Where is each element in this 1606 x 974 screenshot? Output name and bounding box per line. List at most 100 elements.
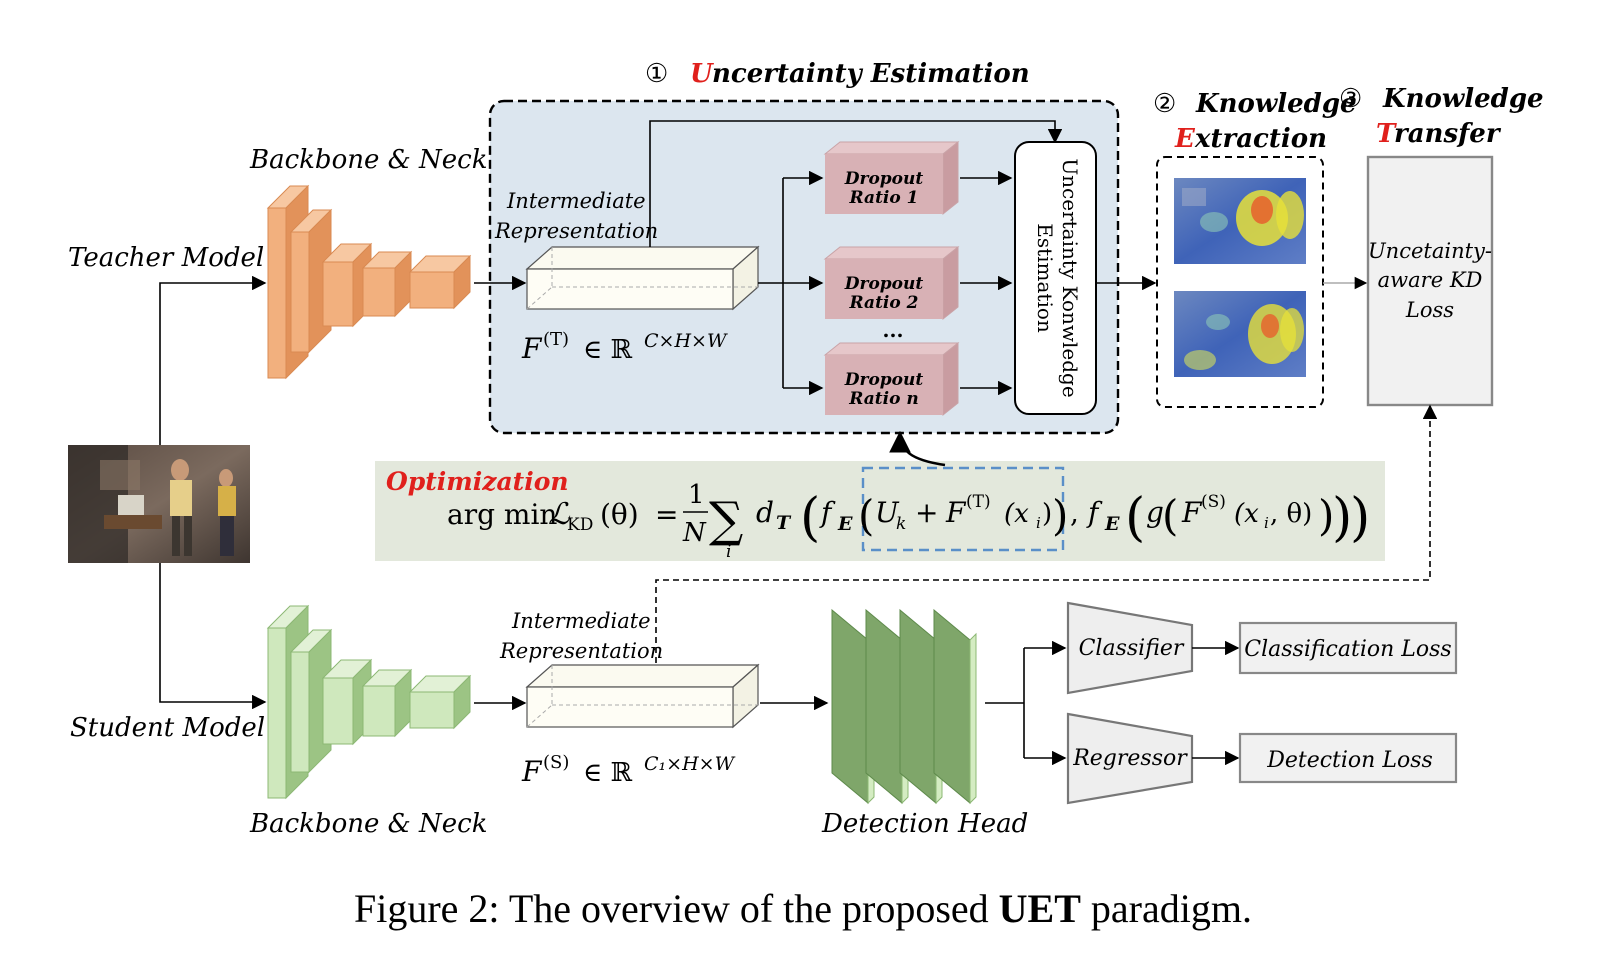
detection-head-plate-4-edge <box>969 632 977 805</box>
stage-1-first-letter: U <box>690 59 714 89</box>
dropout-box-1: Dropout Ratio 1 <box>823 140 960 216</box>
teacher-backbone-label: Backbone & Neck <box>249 145 487 175</box>
eq-d: d <box>756 496 774 529</box>
input-image <box>68 445 250 563</box>
eq-theta: (θ) <box>600 498 639 531</box>
eq-paren-close-4: ) <box>1318 491 1334 540</box>
eq-argmin: arg min <box>447 498 557 531</box>
eq-plus: + <box>915 496 938 529</box>
teacher-backbone-layer-4-front <box>362 267 396 317</box>
feature-bypass-arrow <box>649 120 1063 247</box>
svg-text:Knowledge: Knowledge <box>1382 84 1544 114</box>
svg-text:Ratio 1: Ratio 1 <box>849 188 919 208</box>
regressor-block: Regressor <box>1066 712 1194 805</box>
teacher-model-label: Teacher Model <box>68 243 264 273</box>
stage-3-title: ③ Knowledge T ransfer <box>1339 84 1544 149</box>
eq-paren-open-4: ( <box>1162 491 1178 540</box>
student-backbone-layer-4-front <box>362 685 396 737</box>
figure-caption: Figure 2: The overview of the proposed U… <box>354 886 1252 931</box>
eq-comma: , <box>1070 496 1079 529</box>
classifier-block: Classifier <box>1066 601 1194 695</box>
svg-text:Dropout: Dropout <box>844 274 924 294</box>
heatmap-image-2 <box>1174 291 1306 377</box>
eq-paren-close-3: ) <box>1332 488 1352 548</box>
teacher-inter-rep-line2: Representation <box>494 219 658 243</box>
svg-text:T: T <box>1376 119 1397 149</box>
svg-text:Loss: Loss <box>1405 298 1454 322</box>
eq-one: 1 <box>688 480 705 510</box>
detection-head-plate-3 <box>899 608 937 805</box>
eq-U-sub-k: k <box>896 514 906 534</box>
student-backbone-layer-2-front <box>290 651 310 773</box>
svg-text:(S): (S) <box>543 752 569 773</box>
student-inter-rep-line2: Representation <box>499 639 663 663</box>
eq-loss-subscript: KD <box>567 515 593 535</box>
student-backbone-layer-3-front <box>322 677 354 745</box>
stage-1-title: ① U ncertainty Estimation <box>645 59 1030 89</box>
eq-g: g <box>1146 496 1164 529</box>
student-feature-to-kd-dashed-arrow <box>655 404 1438 663</box>
kd-loss-box: Uncetainty- aware KD Loss <box>1366 155 1494 407</box>
svg-text:∈ ℝ: ∈ ℝ <box>583 758 633 788</box>
detection-head-plate-2 <box>865 608 903 805</box>
student-backbone-label: Backbone & Neck <box>249 809 487 839</box>
svg-text:Ratio n: Ratio n <box>848 389 918 409</box>
kd-loss-equation: arg min ℒ KD (θ) = 1 N ∑ i d T ( f E ( U… <box>447 480 1370 562</box>
svg-text:Uncetainty-: Uncetainty- <box>1368 239 1492 263</box>
svg-text:Detection Loss: Detection Loss <box>1266 748 1433 773</box>
svg-text:③: ③ <box>1339 84 1362 114</box>
svg-text:Estimation: Estimation <box>1033 223 1057 333</box>
dropout-box-n: Dropout Ratio n <box>823 341 960 417</box>
eq-xi-sub: i <box>1036 514 1041 532</box>
svg-text:Classification Loss: Classification Loss <box>1244 637 1451 662</box>
student-backbone <box>266 604 472 800</box>
svg-text:②: ② <box>1153 89 1176 119</box>
stage-1-number: ① <box>645 59 668 89</box>
svg-text:ransfer: ransfer <box>1394 119 1502 149</box>
svg-text:∈ ℝ: ∈ ℝ <box>583 335 633 365</box>
svg-text:Uncertainty Konwledge: Uncertainty Konwledge <box>1058 158 1082 397</box>
eq-equals: = <box>655 498 678 531</box>
eq-F-teacher-sup: (T) <box>966 492 991 512</box>
dropout-ellipsis: ... <box>883 318 904 342</box>
image-to-student-arrow <box>159 563 267 710</box>
student-feature-box <box>525 663 760 729</box>
svg-text:C₁×H×W: C₁×H×W <box>644 753 736 775</box>
detection-head-plate-1 <box>831 608 869 805</box>
svg-text:Ratio 2: Ratio 2 <box>849 293 919 313</box>
eq-xi-close: ) <box>1042 499 1052 529</box>
eq-F-teacher: F <box>945 496 967 529</box>
uncertainty-estimation-panel <box>488 99 1120 435</box>
teacher-term-highlight <box>861 466 1065 552</box>
detection-loss-box: Detection Loss <box>1238 732 1458 784</box>
teacher-backbone-layer-2-front <box>290 231 310 353</box>
eq-theta-close: , θ) <box>1270 499 1312 529</box>
classification-loss-box: Classification Loss <box>1238 621 1458 675</box>
optimization-label: Optimization <box>386 467 569 496</box>
teacher-backbone-layer-3-front <box>322 261 354 327</box>
eq-F-student-sup: (S) <box>1201 492 1226 512</box>
eq-sum-index: i <box>726 542 731 562</box>
eq-f1-sub-E: E <box>837 513 853 535</box>
teacher-feature-math: F (T) ∈ ℝ C×H×W <box>521 329 728 365</box>
svg-text:Dropout: Dropout <box>844 370 924 390</box>
svg-text:aware KD: aware KD <box>1378 268 1483 292</box>
eq-xi2-open: (x <box>1234 499 1259 529</box>
teacher-backbone-layer-1-front <box>267 207 287 379</box>
teacher-backbone <box>266 184 472 380</box>
student-backbone-layer-5-front <box>409 691 455 729</box>
image-to-teacher-arrow <box>159 275 267 445</box>
eq-paren-close-2: ) <box>1052 491 1068 540</box>
student-feature-math: F (S) ∈ ℝ C₁×H×W <box>521 752 736 788</box>
eq-N: N <box>682 518 707 548</box>
stage-2-title: ② Knowledge E xtraction <box>1153 89 1357 154</box>
eq-sum: ∑ <box>709 492 743 548</box>
svg-text:F: F <box>521 755 543 788</box>
eq-paren-open-2: ( <box>858 491 874 540</box>
teacher-backbone-layer-5-front <box>409 271 455 309</box>
student-backbone-layer-1-front <box>267 627 287 799</box>
teacher-inter-rep-line1: Intermediate <box>506 189 646 213</box>
teacher-feature-box <box>525 245 760 311</box>
eq-paren-open-1: ( <box>800 488 820 548</box>
